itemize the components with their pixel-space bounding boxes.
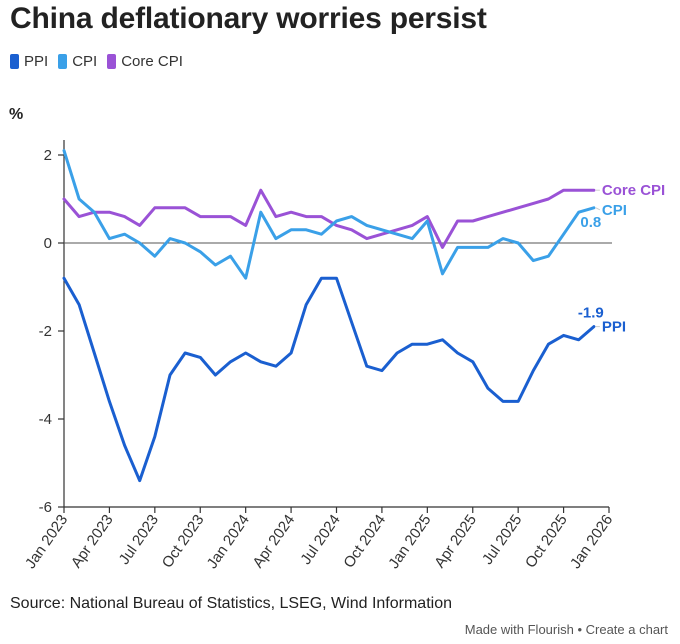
x-tick-label: Jan 2026 <box>567 512 616 572</box>
end-label-ppi: PPI <box>602 319 626 336</box>
legend-item-core-cpi[interactable]: Core CPI <box>107 53 183 70</box>
x-tick-label: Jul 2023 <box>116 512 162 568</box>
chart-title: China deflationary worries persist <box>10 2 487 35</box>
source-note: Source: National Bureau of Statistics, L… <box>10 595 452 612</box>
legend-swatch-core-cpi <box>107 54 117 69</box>
legend: PPI CPI Core CPI <box>10 53 183 70</box>
x-tick-label: Jul 2025 <box>479 512 525 568</box>
x-tick-label: Oct 2025 <box>522 512 571 572</box>
x-tick-label: Jul 2024 <box>297 512 343 568</box>
end-label-core-cpi: Core CPI <box>602 182 665 199</box>
x-tick-label: Apr 2023 <box>68 512 117 572</box>
x-tick-label: Oct 2024 <box>340 512 389 572</box>
x-tick-label: Jan 2023 <box>22 512 71 572</box>
end-value-ppi: -1.9 <box>578 305 604 322</box>
y-axis-unit-label: % <box>9 106 24 123</box>
y-tick-label: -4 <box>39 411 52 428</box>
x-tick-label: Jan 2025 <box>385 512 434 572</box>
end-label-cpi: CPI <box>602 202 627 219</box>
legend-item-ppi[interactable]: PPI <box>10 53 48 70</box>
series-line-core-cpi[interactable] <box>62 188 596 249</box>
legend-swatch-cpi <box>58 54 68 69</box>
x-tick-label: Jan 2024 <box>204 512 253 572</box>
y-tick-label: -2 <box>39 323 52 340</box>
y-tick-label: 2 <box>44 147 52 164</box>
y-tick-label: 0 <box>44 235 52 252</box>
legend-item-cpi[interactable]: CPI <box>58 53 97 70</box>
legend-label-ppi: PPI <box>24 53 49 70</box>
series-line-ppi[interactable] <box>62 276 596 483</box>
legend-label-cpi: CPI <box>72 53 98 70</box>
legend-label-core-cpi: Core CPI <box>121 53 183 70</box>
y-tick-label: -6 <box>39 499 52 516</box>
x-tick-label: Apr 2025 <box>431 512 480 572</box>
x-tick-label: Oct 2023 <box>159 512 208 572</box>
legend-swatch-ppi <box>10 54 19 69</box>
x-tick-label: Apr 2024 <box>250 512 299 572</box>
flourish-credit[interactable]: Made with Flourish • Create a chart <box>464 622 668 637</box>
end-value-cpi: 0.8 <box>580 214 601 231</box>
end-leader-cpi <box>595 207 601 211</box>
series-line-cpi[interactable] <box>62 149 596 280</box>
